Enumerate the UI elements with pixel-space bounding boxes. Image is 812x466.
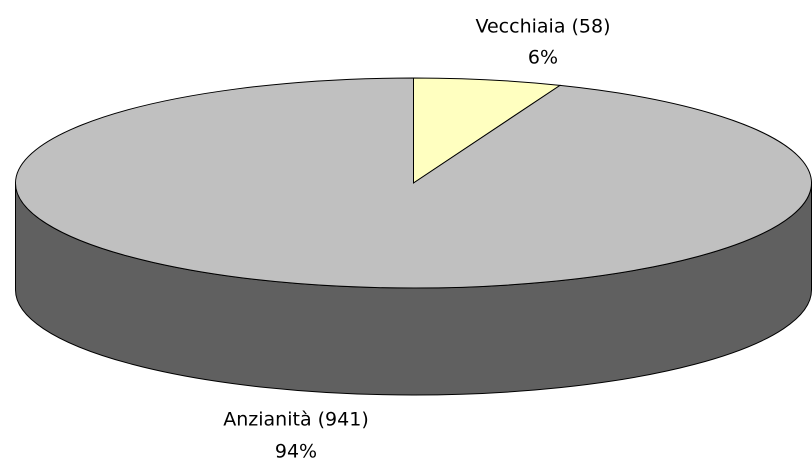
pie-slice [413, 77, 562, 184]
pie-slice [15, 77, 812, 289]
slice-label: Vecchiaia (58) [475, 16, 610, 38]
slice-value-label: 6% [528, 47, 558, 69]
slice-label: Anzianità (941) [223, 409, 368, 431]
slice-value-label: 94% [275, 441, 317, 463]
